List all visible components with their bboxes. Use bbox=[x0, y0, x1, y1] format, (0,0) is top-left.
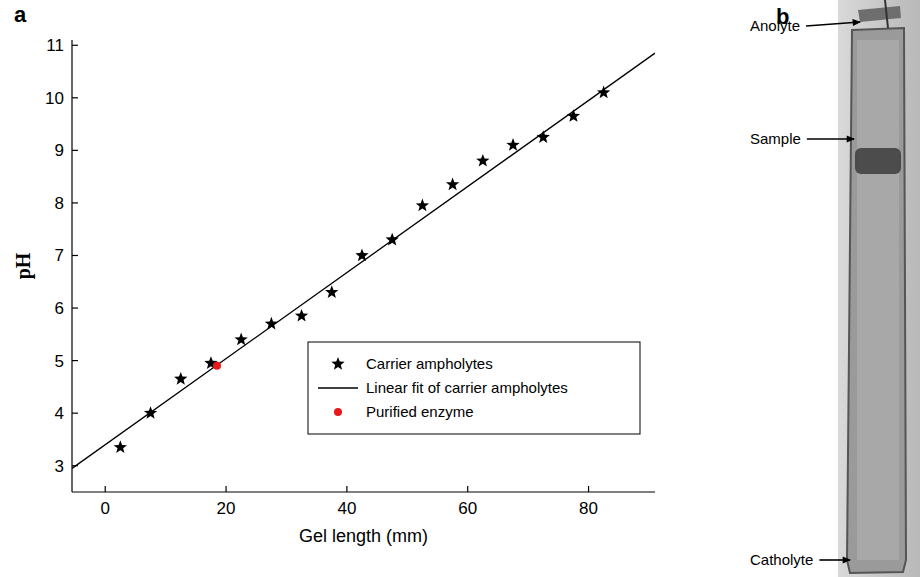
legend-label: Purified enzyme bbox=[366, 403, 474, 420]
figure: a 3 4 5 6 7 8 9 10 11 0 20 40 60 80 Gel length (mm) pH Ca… bbox=[0, 0, 920, 577]
arrow-head bbox=[852, 19, 861, 26]
x-tick bbox=[467, 486, 468, 492]
gel-inner bbox=[857, 40, 899, 560]
legend-label: Linear fit of carrier ampholytes bbox=[366, 379, 568, 396]
legend-box bbox=[308, 342, 640, 434]
label-arrow bbox=[806, 22, 860, 26]
star-marker bbox=[506, 138, 519, 151]
y-tick bbox=[72, 97, 78, 98]
circle-marker bbox=[213, 362, 221, 370]
star-marker bbox=[325, 285, 338, 298]
x-axis bbox=[72, 491, 655, 492]
sample-band bbox=[855, 148, 901, 174]
x-tick bbox=[105, 486, 106, 492]
y-tick-label: 3 bbox=[55, 457, 64, 476]
star-marker bbox=[265, 317, 278, 330]
x-tick-label: 60 bbox=[458, 499, 477, 518]
star-marker bbox=[174, 372, 187, 385]
legend: Carrier ampholytes Linear fit of carrier … bbox=[308, 342, 640, 434]
gel-label: Anolyte bbox=[750, 17, 800, 34]
legend-label: Carrier ampholytes bbox=[366, 355, 493, 372]
star-marker bbox=[295, 309, 308, 322]
wire bbox=[885, 0, 888, 28]
y-tick bbox=[72, 150, 78, 151]
photo-background bbox=[838, 0, 920, 577]
y-tick bbox=[72, 255, 78, 256]
x-tick-label: 40 bbox=[337, 499, 356, 518]
star-marker bbox=[355, 248, 368, 261]
y-tick-label: 11 bbox=[46, 36, 64, 55]
gel-label: Catholyte bbox=[750, 551, 813, 568]
y-tick bbox=[72, 45, 78, 46]
y-tick-label: 7 bbox=[55, 246, 64, 265]
panel-letter: a bbox=[14, 2, 27, 27]
y-tick bbox=[72, 307, 78, 308]
x-axis-title: Gel length (mm) bbox=[299, 526, 428, 546]
star-marker bbox=[144, 406, 157, 419]
y-tick bbox=[72, 360, 78, 361]
star-marker bbox=[476, 154, 489, 167]
gel-photo bbox=[838, 0, 920, 577]
y-tick bbox=[72, 202, 78, 203]
arrow-head bbox=[843, 556, 851, 563]
star-marker bbox=[416, 199, 429, 212]
y-tick-label: 6 bbox=[55, 299, 64, 318]
star-marker bbox=[597, 86, 610, 99]
x-tick-label: 80 bbox=[579, 499, 598, 518]
gel-strip bbox=[847, 28, 906, 573]
plot-area bbox=[72, 53, 655, 468]
star-marker bbox=[331, 357, 344, 370]
legend-line bbox=[318, 387, 358, 388]
anolyte-end bbox=[858, 6, 901, 22]
x-tick bbox=[346, 486, 347, 492]
fit-line bbox=[72, 53, 655, 468]
x-tick-label: 0 bbox=[100, 499, 109, 518]
star-marker bbox=[386, 233, 399, 246]
y-axis bbox=[71, 40, 72, 492]
y-tick-label: 9 bbox=[55, 141, 64, 160]
x-tick-label: 20 bbox=[217, 499, 236, 518]
star-marker bbox=[537, 130, 550, 143]
arrow-head bbox=[847, 135, 855, 142]
y-tick-label: 10 bbox=[45, 89, 64, 108]
circle-marker bbox=[334, 408, 342, 416]
gel-label: Sample bbox=[750, 130, 801, 147]
star-marker bbox=[567, 109, 580, 122]
x-tick bbox=[225, 486, 226, 492]
star-marker bbox=[235, 333, 248, 346]
star-marker bbox=[446, 178, 459, 191]
y-tick-label: 5 bbox=[55, 352, 64, 371]
y-tick-label: 4 bbox=[55, 404, 64, 423]
y-tick-label: 8 bbox=[55, 194, 64, 213]
x-tick bbox=[588, 486, 589, 492]
y-axis-title: pH bbox=[12, 252, 35, 279]
star-marker bbox=[114, 440, 127, 453]
y-tick bbox=[72, 413, 78, 414]
